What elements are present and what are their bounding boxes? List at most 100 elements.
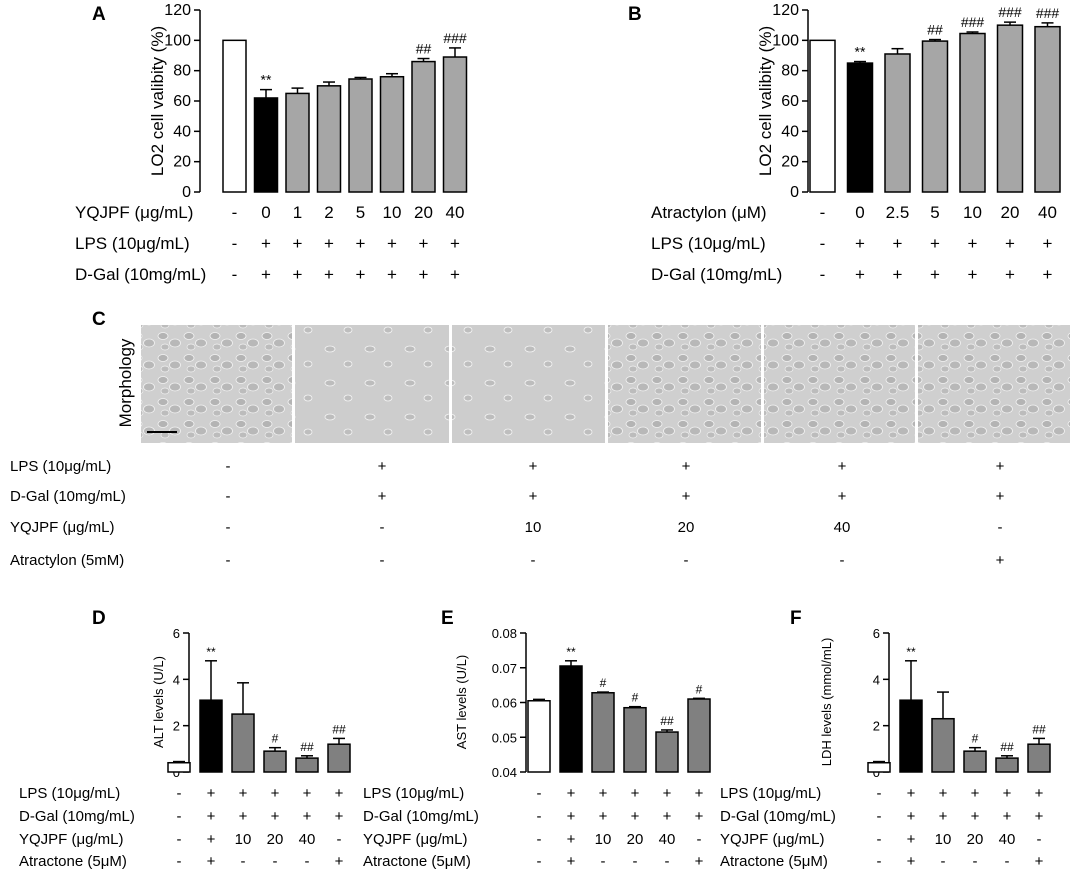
treatment-cell-e: + — [599, 808, 608, 825]
bar-b — [921, 40, 949, 193]
treatment-cell-a: + — [261, 265, 271, 284]
treatment-cell-f: + — [1035, 808, 1044, 825]
treatment-cell-e: + — [631, 808, 640, 825]
significance-label-d: ## — [300, 740, 314, 754]
bar-e — [559, 665, 583, 773]
treatment-cell-d: + — [335, 785, 344, 802]
bar-d — [263, 750, 287, 773]
treatment-cell-f: - — [877, 785, 882, 802]
treatment-row-label-d: D-Gal (10mg/mL) — [19, 808, 135, 825]
treatment-cell-a: + — [324, 265, 334, 284]
bar-d — [327, 743, 351, 773]
treatment-cell-a: 20 — [414, 203, 433, 222]
morphology-cell: + — [529, 488, 538, 505]
treatment-cell-d: - — [305, 853, 310, 870]
significance-label-d: ## — [332, 722, 346, 736]
morphology-cell: - — [226, 552, 231, 569]
bar-e — [623, 706, 647, 773]
treatment-cell-b: + — [1005, 265, 1015, 284]
y-tick-label-d: 2 — [173, 719, 180, 734]
treatment-cell-e: - — [697, 831, 702, 848]
micrograph-5 — [764, 325, 915, 443]
y-tick-label-e: 0.06 — [492, 696, 517, 711]
significance-label-d: ** — [206, 645, 216, 659]
treatment-row-label-f: Atractone (5μM) — [720, 853, 828, 870]
treatment-cell-f: + — [939, 808, 948, 825]
morphology-cell: + — [838, 458, 847, 475]
morphology-cell: 20 — [678, 519, 695, 536]
y-axis-title-f: LDH levels (mmol/mL) — [819, 638, 834, 767]
treatment-cell-f: + — [971, 785, 980, 802]
treatment-cell-e: - — [537, 853, 542, 870]
bar-a — [253, 97, 279, 193]
significance-label-b: ** — [855, 44, 866, 60]
bar-a — [316, 85, 342, 193]
treatment-cell-f: 40 — [999, 831, 1016, 848]
bar-a — [379, 75, 405, 193]
bar-b — [959, 32, 986, 193]
significance-label-e: ** — [566, 645, 576, 659]
bar-b — [1034, 25, 1061, 193]
bar-b — [996, 24, 1024, 193]
treatment-cell-d: - — [241, 853, 246, 870]
treatment-cell-d: + — [207, 785, 216, 802]
treatment-cell-b: + — [855, 265, 865, 284]
treatment-cell-e: - — [633, 853, 638, 870]
treatment-row-label-f: LPS (10μg/mL) — [720, 785, 821, 802]
morphology-cell: 40 — [834, 519, 851, 536]
treatment-cell-a: + — [356, 234, 366, 253]
y-tick-label-d: 6 — [173, 626, 180, 641]
morphology-cell: + — [682, 488, 691, 505]
treatment-cell-f: - — [877, 853, 882, 870]
treatment-cell-f: - — [941, 853, 946, 870]
treatment-row-label-d: YQJPF (μg/mL) — [19, 831, 124, 848]
treatment-cell-f: + — [907, 808, 916, 825]
treatment-cell-a: 10 — [383, 203, 402, 222]
morphology-cell: - — [684, 552, 689, 569]
treatment-cell-d: - — [177, 785, 182, 802]
panel-label-c: C — [92, 309, 106, 330]
treatment-cell-b: + — [893, 265, 903, 284]
bar-e — [591, 692, 615, 773]
y-tick-label-a: 80 — [173, 63, 191, 80]
micrograph-3 — [452, 325, 605, 443]
morphology-cell: + — [529, 458, 538, 475]
bar-f — [899, 699, 923, 773]
panel-label-b: B — [628, 4, 642, 25]
treatment-cell-a: 2 — [324, 203, 333, 222]
treatment-cell-b: + — [855, 234, 865, 253]
panel-label-a: A — [92, 4, 106, 25]
y-tick-label-a: 40 — [173, 123, 191, 140]
treatment-cell-e: + — [695, 853, 704, 870]
treatment-cell-f: + — [1035, 853, 1044, 870]
significance-label-e: # — [696, 682, 703, 696]
treatment-cell-f: 10 — [935, 831, 952, 848]
y-tick-label-f: 4 — [873, 672, 880, 687]
morphology-cell: + — [682, 458, 691, 475]
treatment-cell-f: + — [1035, 785, 1044, 802]
treatment-row-label-b: D-Gal (10mg/mL) — [651, 265, 782, 284]
significance-label-f: # — [972, 732, 979, 746]
treatment-cell-f: + — [1003, 785, 1012, 802]
treatment-cell-e: + — [567, 831, 576, 848]
morphology-row-label: YQJPF (μg/mL) — [10, 519, 115, 536]
treatment-cell-b: - — [820, 265, 826, 284]
treatment-cell-a: 0 — [261, 203, 270, 222]
bar-a — [348, 78, 373, 193]
y-tick-label-f: 2 — [873, 719, 880, 734]
bar-a — [442, 56, 468, 193]
y-axis-title-a: LO2 cell valibity (%) — [148, 26, 167, 176]
treatment-cell-e: - — [537, 785, 542, 802]
treatment-cell-d: 20 — [267, 831, 284, 848]
y-tick-label-e: 0.05 — [492, 730, 517, 745]
y-axis-title-e: AST levels (U/L) — [454, 655, 469, 749]
bar-f — [931, 717, 955, 773]
treatment-cell-b: 40 — [1038, 203, 1057, 222]
panel-label-e: E — [441, 608, 454, 629]
micrograph-6 — [918, 325, 1070, 443]
significance-label-a: ### — [443, 30, 467, 46]
treatment-row-label-f: D-Gal (10mg/mL) — [720, 808, 836, 825]
treatment-cell-d: - — [177, 853, 182, 870]
treatment-cell-f: - — [1005, 853, 1010, 870]
